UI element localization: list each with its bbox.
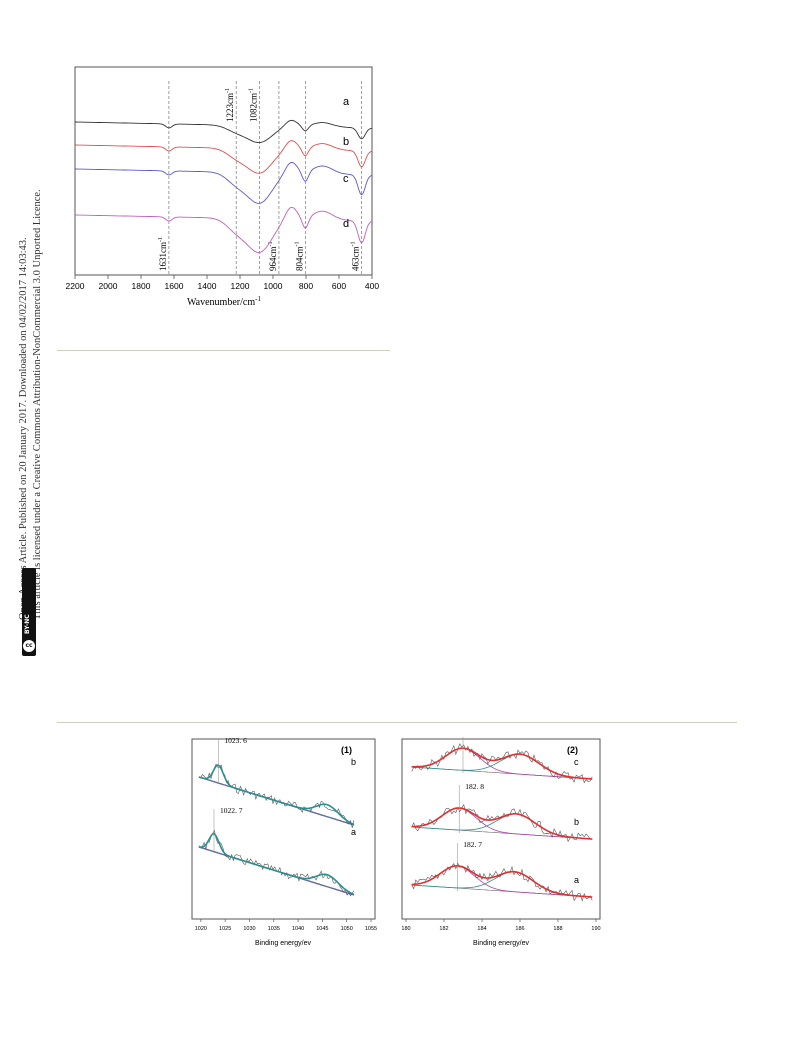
- cc-license-badge[interactable]: BY-NC cc: [22, 568, 36, 656]
- xps2-panel-label: (2): [567, 745, 578, 755]
- xps2-frame: [401, 738, 601, 920]
- ftir-x-tick-label: 1600: [165, 281, 184, 291]
- xps2-peak-label-b: 182. 8: [465, 782, 484, 791]
- ftir-curve-labels: a b c d: [343, 96, 350, 230]
- xps2-x-tick-label: 186: [515, 926, 524, 932]
- xps2-series-label-c: c: [574, 757, 579, 767]
- xps2-x-tick-label: 182: [439, 926, 448, 932]
- ftir-x-tick-label: 1200: [231, 281, 250, 291]
- xps1-x-tick-label: 1045: [316, 926, 328, 932]
- xps1-peak-label-b: 1023. 6: [224, 737, 247, 745]
- license-line-terms: This article is licensed under a Creativ…: [32, 189, 43, 620]
- ftir-curve-label-a: a: [343, 96, 350, 108]
- xps1-raw-b: [198, 763, 355, 828]
- ftir-curve-label-b: b: [343, 136, 349, 148]
- ftir-series-d: [75, 206, 373, 253]
- xps2-fit-b: [411, 807, 593, 840]
- xps1-x-tick-label: 1055: [365, 926, 377, 932]
- ftir-series-group: [75, 119, 373, 253]
- xps1-series-label-b: b: [351, 757, 356, 767]
- ftir-marker-label: 964cm-1: [268, 242, 278, 272]
- xps1-component-1-b: [198, 764, 355, 826]
- xps2-fit-c: [411, 747, 593, 780]
- xps2-series-label-a: a: [574, 875, 579, 885]
- xps1-frame: [191, 738, 376, 920]
- xps1-labels: 1023. 6 b 1022. 7 a: [220, 737, 356, 837]
- ftir-marker-label: 1082cm-1: [248, 88, 258, 122]
- xps1-raw-a: [198, 829, 355, 897]
- xps2-curves: [411, 737, 593, 902]
- xps1-panel-label: (1): [341, 745, 352, 755]
- xps1-x-tick-label: 1020: [195, 926, 207, 932]
- xps2-fit-a: [411, 865, 593, 898]
- ftir-spectra-figure: 1631cm-1 1223cm-1 1082cm-1 964cm-1 804cm-1 46…: [66, 66, 379, 308]
- ftir-x-axis-label: Wavenumber/cm-1: [187, 295, 261, 308]
- xps2-x-tick-label: 180: [401, 926, 410, 932]
- ftir-series-b: [75, 140, 373, 174]
- ftir-marker-label: 804cm-1: [294, 242, 304, 272]
- section-divider-top: [57, 350, 390, 351]
- xps1-curves: [198, 739, 355, 897]
- ftir-x-ticks: 2200 2000 1800 1600 1400 1200 1000 800 600 400: [66, 275, 379, 291]
- xps2-component-1-b: [411, 807, 593, 840]
- xps1-component-1-a: [198, 833, 355, 896]
- xps2-x-axis-label: Binding energy/ev: [473, 940, 530, 947]
- ftir-curve-label-d: d: [343, 218, 349, 230]
- xps-panel-1: 1020 1025 1030 1035 1040 1045 1050 1055 1023. 6…: [191, 737, 377, 947]
- xps2-series-label-b: b: [574, 817, 579, 827]
- ftir-marker-lines: 1631cm-1 1223cm-1 1082cm-1 964cm-1 804cm-1 46…: [158, 81, 362, 275]
- xps2-x-ticks: 180 182 184 186 188 190: [401, 919, 601, 932]
- xps1-x-tick-label: 1050: [341, 926, 353, 932]
- ftir-x-tick-label: 800: [299, 281, 313, 291]
- ftir-x-tick-label: 400: [365, 281, 379, 291]
- xps1-x-ticks: 1020 1025 1030 1035 1040 1045 1050 1055: [195, 919, 377, 932]
- ftir-series-a: [75, 119, 373, 144]
- xps1-fit-b: [198, 764, 355, 826]
- xps1-x-axis-label: Binding energy/ev: [255, 940, 312, 947]
- ftir-x-tick-label: 2000: [99, 281, 118, 291]
- xps1-x-tick-label: 1025: [219, 926, 231, 932]
- ftir-marker-label: 1631cm-1: [158, 237, 168, 271]
- license-line-published: Open Access Article. Published on 20 Jan…: [18, 237, 29, 620]
- xps1-fit-a: [198, 833, 355, 896]
- xps2-x-tick-label: 188: [553, 926, 562, 932]
- xps2-x-tick-label: 190: [591, 926, 600, 932]
- ftir-x-tick-label: 2200: [66, 281, 85, 291]
- ftir-marker-label: 1223cm-1: [225, 88, 235, 122]
- cc-badge-text: BY-NC: [24, 614, 31, 634]
- ftir-x-tick-label: 1800: [132, 281, 151, 291]
- xps1-peak-label-a: 1022. 7: [220, 806, 243, 815]
- xps1-x-tick-label: 1030: [243, 926, 255, 932]
- cc-logo-icon: cc: [23, 640, 35, 652]
- ftir-marker-label: 463cm-1: [351, 242, 361, 272]
- ftir-curve-label-c: c: [343, 173, 349, 185]
- section-divider-bottom: [57, 722, 737, 723]
- xps1-series-label-a: a: [351, 827, 356, 837]
- xps1-x-tick-label: 1040: [292, 926, 304, 932]
- ftir-x-tick-label: 1400: [198, 281, 217, 291]
- ftir-plot-frame: [74, 66, 373, 276]
- xps2-x-tick-label: 184: [477, 926, 486, 932]
- ftir-x-tick-label: 600: [332, 281, 346, 291]
- ftir-series-c: [75, 161, 373, 204]
- xps2-peak-label-a: 182. 7: [463, 840, 482, 849]
- xps1-x-tick-label: 1035: [268, 926, 280, 932]
- ftir-x-tick-label: 1000: [264, 281, 283, 291]
